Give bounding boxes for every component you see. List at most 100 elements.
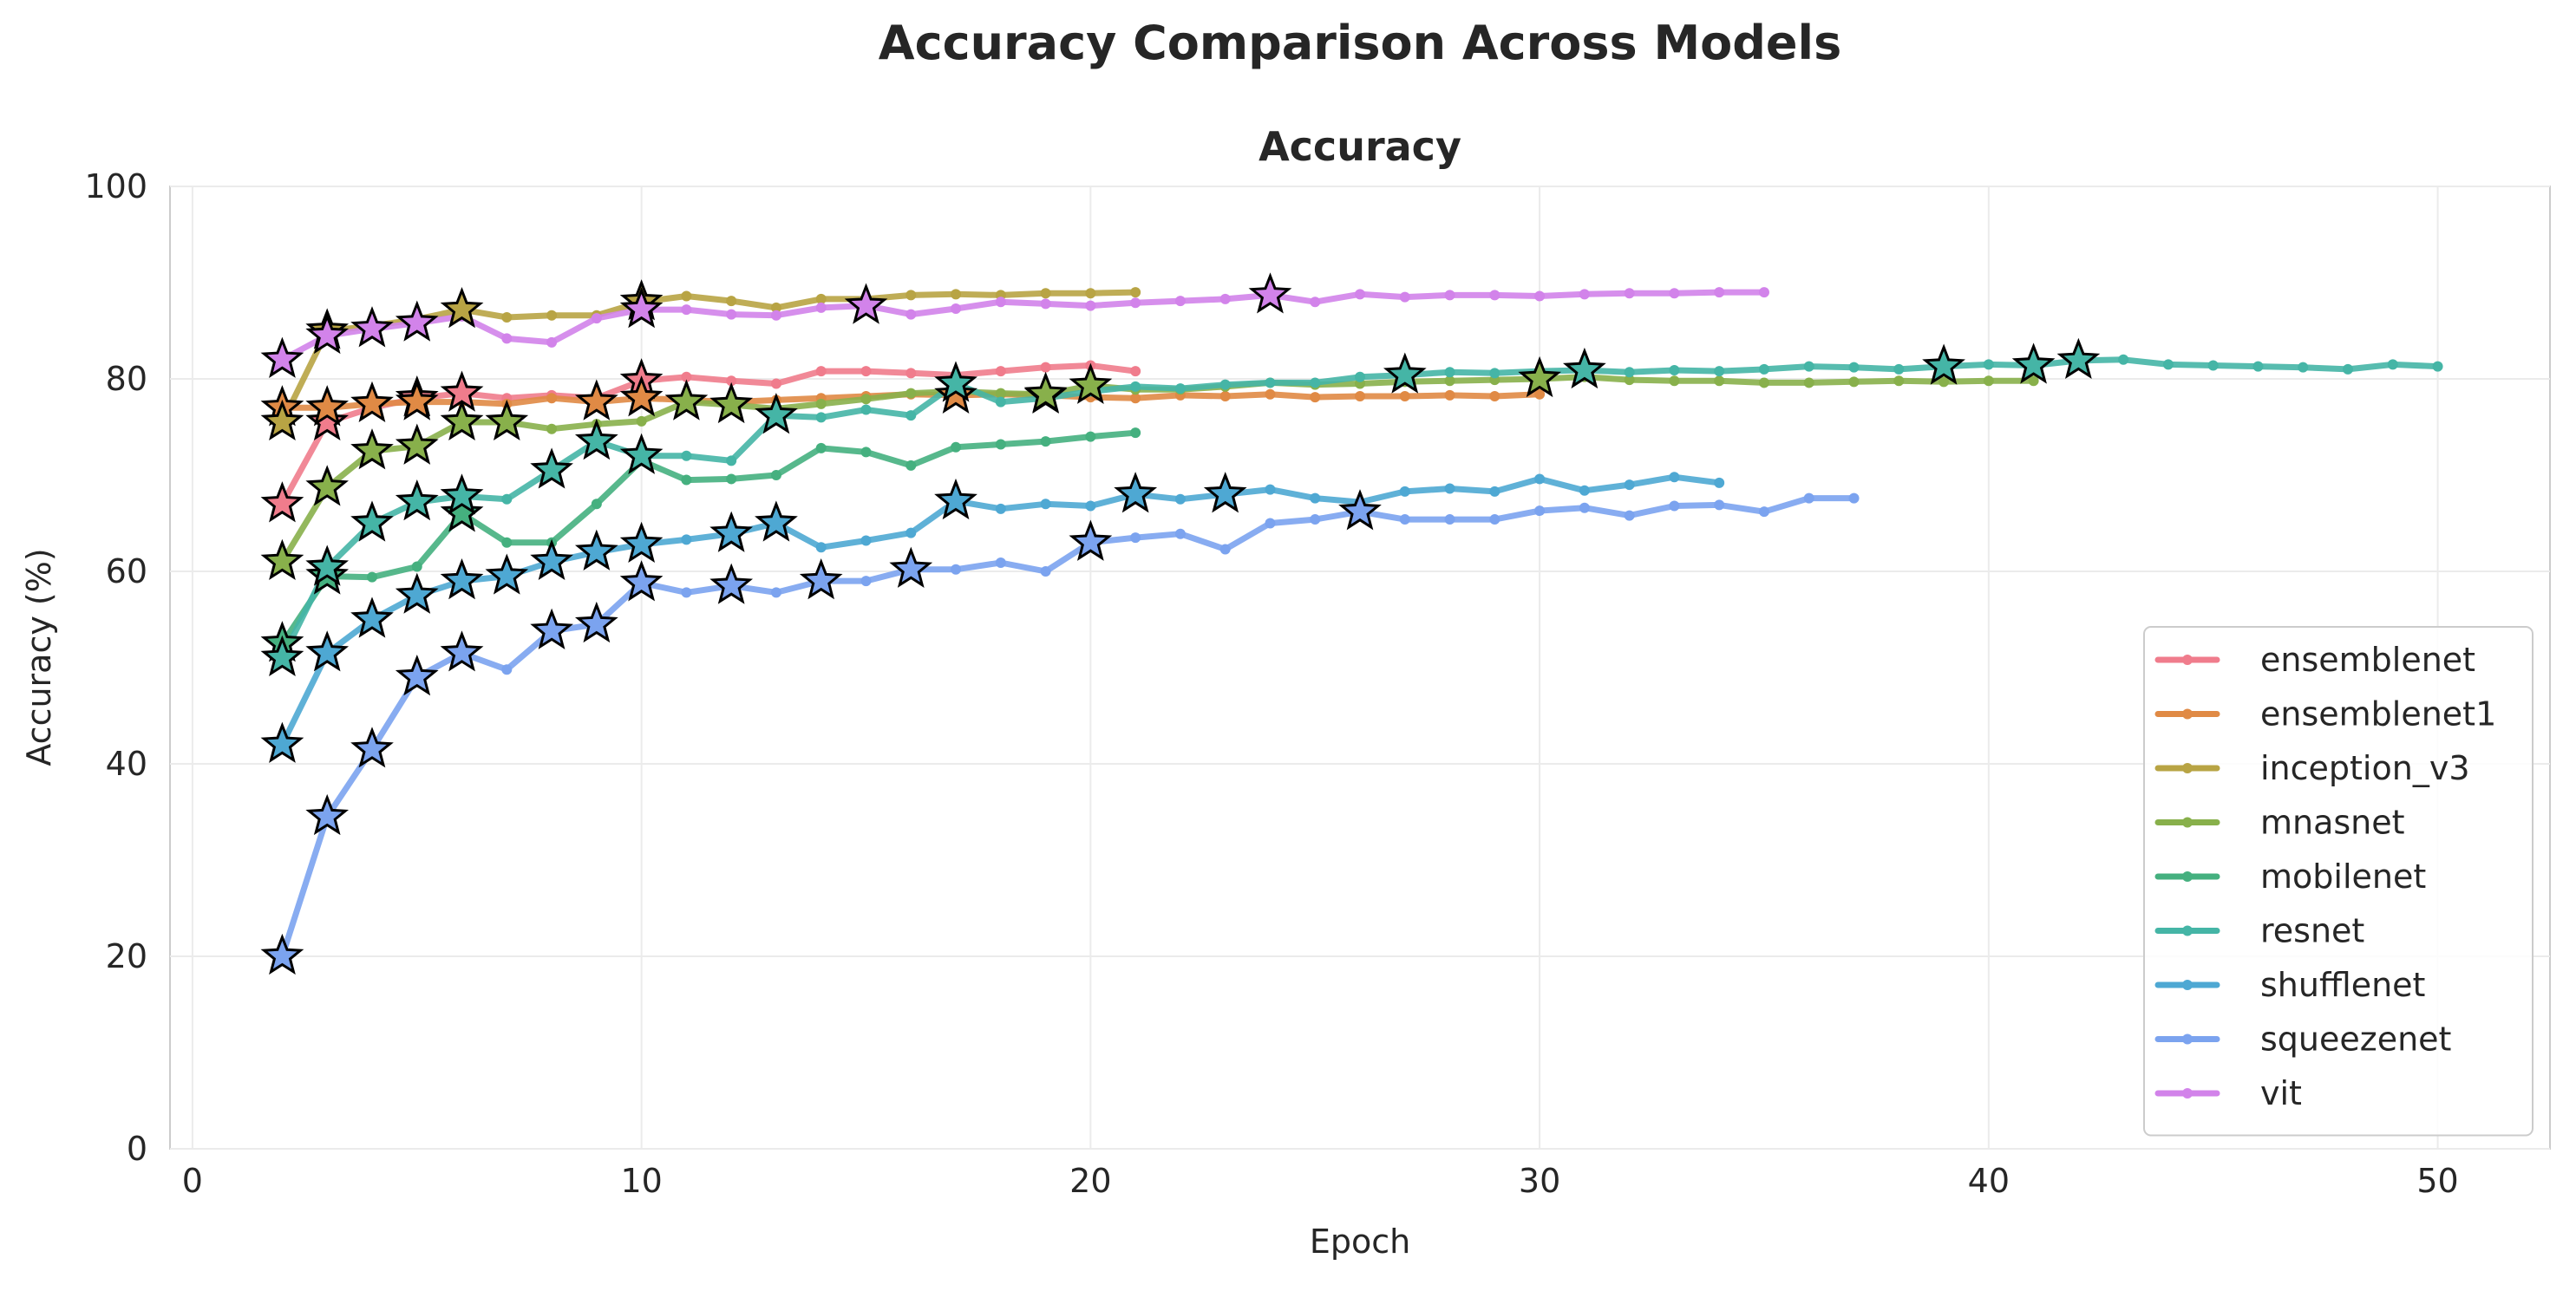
data-point-mnasnet — [1803, 377, 1814, 388]
data-point-mobilenet — [815, 442, 827, 453]
data-point-squeezenet — [1040, 566, 1051, 577]
star-marker-vit — [350, 306, 394, 348]
star-marker-vit — [260, 336, 304, 378]
data-point-resnet — [1355, 371, 1365, 382]
data-point-squeezenet — [1174, 528, 1186, 539]
star-marker-mnasnet — [1069, 362, 1113, 404]
data-point-squeezenet — [770, 587, 781, 598]
data-point-ensemblenet — [770, 378, 781, 389]
data-point-shufflenet — [860, 535, 872, 546]
y-tick-label: 0 — [127, 1130, 147, 1168]
y-tick-label: 60 — [106, 552, 147, 590]
data-point-ensemblenet — [726, 375, 737, 387]
data-point-mnasnet — [1983, 375, 1994, 387]
data-point-inception_v3 — [906, 290, 917, 301]
data-point-squeezenet — [1758, 506, 1769, 518]
star-marker-squeezenet — [1338, 489, 1382, 531]
data-point-shufflenet — [1174, 493, 1186, 505]
legend-entry-ensemblenet: ensemblenet — [2260, 641, 2475, 679]
legend-swatch-marker — [2182, 708, 2193, 720]
data-point-vit — [1130, 297, 1141, 309]
data-point-resnet — [1714, 366, 1725, 377]
data-point-vit — [1714, 287, 1725, 298]
data-point-shufflenet — [1085, 500, 1096, 512]
data-point-resnet — [2252, 361, 2264, 372]
star-marker-vit — [844, 283, 888, 324]
data-point-resnet — [1310, 377, 1321, 388]
data-point-mobilenet — [995, 439, 1006, 450]
data-point-vit — [546, 336, 558, 348]
star-marker-shufflenet — [260, 721, 304, 763]
data-point-mnasnet — [636, 415, 647, 427]
data-point-mnasnet — [1848, 376, 1860, 388]
legend-swatch-marker — [2182, 925, 2193, 936]
data-point-shufflenet — [1040, 499, 1051, 510]
data-point-ensemblenet1 — [1130, 393, 1141, 404]
star-marker-squeezenet — [350, 727, 394, 768]
data-point-mnasnet — [906, 388, 917, 399]
data-point-vit — [951, 303, 962, 314]
data-point-vit — [1444, 290, 1455, 301]
legend-swatch-marker — [2182, 763, 2193, 773]
star-marker-resnet — [350, 500, 394, 542]
star-marker-squeezenet — [574, 601, 618, 643]
data-point-resnet — [1219, 379, 1231, 390]
y-axis-label: Accuracy (%) — [20, 548, 58, 766]
star-marker-squeezenet — [395, 654, 439, 696]
data-point-resnet — [1669, 365, 1680, 376]
data-point-squeezenet — [501, 664, 513, 675]
data-point-ensemblenet — [860, 366, 872, 377]
y-tick-label: 40 — [106, 745, 147, 783]
data-point-vit — [1219, 293, 1231, 304]
data-point-mobilenet — [501, 537, 513, 548]
star-marker-inception_v3 — [440, 286, 484, 329]
star-marker-mnasnet — [260, 538, 304, 581]
data-point-resnet — [1265, 377, 1276, 388]
data-point-squeezenet — [860, 576, 872, 587]
x-tick-label: 0 — [182, 1162, 203, 1200]
x-tick-label: 20 — [1069, 1162, 1111, 1200]
star-marker-shufflenet — [350, 597, 394, 638]
data-point-ensemblenet1 — [1399, 390, 1410, 401]
star-marker-squeezenet — [440, 630, 484, 672]
data-point-inception_v3 — [1040, 288, 1051, 299]
data-point-resnet — [2207, 360, 2219, 371]
data-point-inception_v3 — [546, 310, 558, 321]
data-point-shufflenet — [815, 542, 827, 553]
data-point-shufflenet — [1714, 477, 1725, 488]
star-marker-resnet — [2056, 337, 2101, 380]
data-point-vit — [1624, 288, 1635, 299]
data-point-mobilenet — [726, 473, 737, 485]
star-marker-resnet — [2011, 342, 2056, 384]
data-point-ensemblenet1 — [1534, 388, 1546, 400]
data-point-inception_v3 — [1085, 288, 1096, 299]
data-point-resnet — [2432, 361, 2443, 372]
data-point-squeezenet — [1714, 499, 1725, 511]
star-marker-ensemblenet1 — [574, 379, 618, 421]
data-point-squeezenet — [1534, 505, 1546, 517]
data-point-ensemblenet — [906, 368, 917, 379]
x-tick-label: 10 — [620, 1162, 662, 1200]
star-marker-ensemblenet1 — [350, 381, 394, 423]
star-marker-mnasnet — [709, 381, 754, 424]
data-point-resnet — [2387, 359, 2398, 370]
data-point-shufflenet — [1310, 492, 1321, 504]
x-tick-label: 50 — [2416, 1162, 2458, 1200]
star-marker-resnet — [934, 361, 977, 402]
star-marker-mnasnet — [305, 465, 350, 506]
data-point-squeezenet — [1803, 492, 1814, 504]
data-point-ensemblenet1 — [1355, 390, 1365, 401]
data-point-squeezenet — [1265, 518, 1276, 529]
star-marker-squeezenet — [619, 560, 664, 602]
data-point-mnasnet — [1758, 377, 1769, 388]
legend-entry-ensemblenet1: ensemblenet1 — [2260, 695, 2496, 734]
data-point-ensemblenet1 — [1219, 390, 1231, 401]
data-point-inception_v3 — [681, 290, 692, 302]
data-point-vit — [770, 310, 781, 321]
data-point-resnet — [906, 410, 917, 421]
star-marker-shufflenet — [934, 478, 977, 520]
x-tick-label: 40 — [1968, 1162, 2010, 1200]
data-point-resnet — [2343, 363, 2354, 375]
y-tick-label: 80 — [106, 360, 147, 398]
